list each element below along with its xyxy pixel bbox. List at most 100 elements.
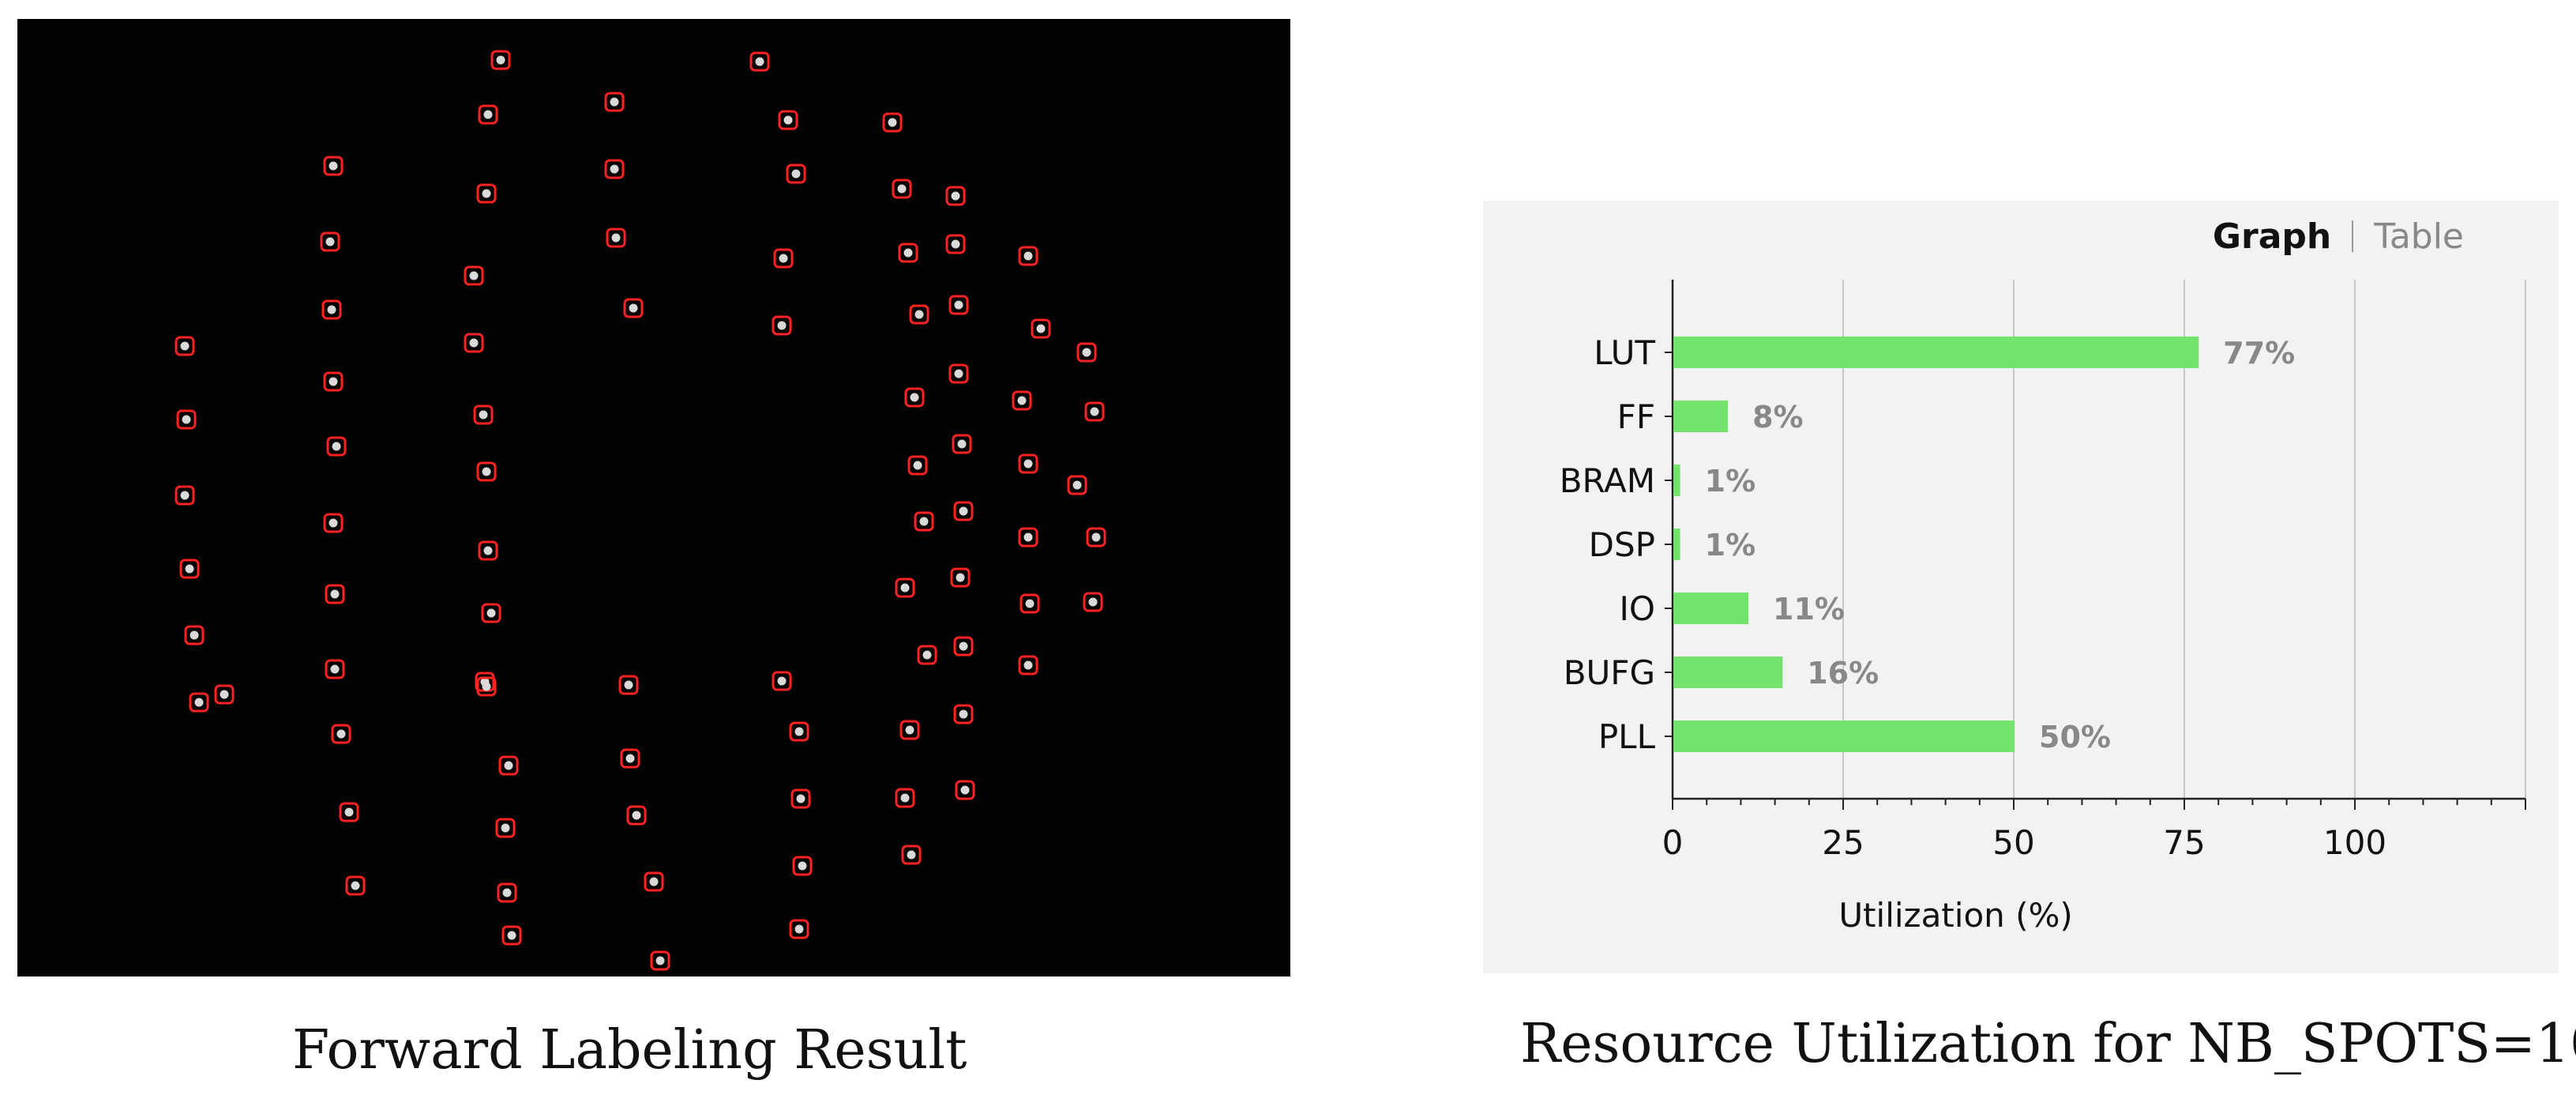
- category-label: BRAM: [1560, 461, 1655, 500]
- labeled-spot: [1031, 318, 1051, 339]
- labeled-spot: [620, 748, 640, 769]
- labeled-spot: [323, 156, 344, 176]
- labeled-spot: [478, 104, 498, 125]
- right-caption: Resource Utilization for NB_SPOTS=100: [1520, 1013, 2576, 1075]
- labeled-spot: [945, 186, 966, 206]
- labeled-spot: [778, 110, 798, 130]
- labeled-spot: [478, 540, 498, 561]
- labeled-spot: [901, 845, 922, 865]
- category-label: LUT: [1594, 333, 1655, 372]
- value-label: 1%: [1705, 464, 1756, 499]
- labeled-spot: [904, 387, 925, 408]
- bar-pll: [1673, 721, 2015, 752]
- labeled-spot: [179, 559, 200, 579]
- labeled-spot: [895, 788, 915, 808]
- bar-lut: [1673, 337, 2199, 368]
- labeled-spot: [326, 436, 347, 457]
- labeled-spot: [950, 567, 971, 588]
- labeled-spot: [189, 692, 209, 713]
- labeled-spot: [626, 805, 647, 826]
- labeled-spot: [953, 704, 974, 724]
- value-label: 50%: [2039, 720, 2111, 754]
- labeled-spot: [175, 336, 195, 356]
- x-tick-label: 100: [2323, 823, 2386, 862]
- labeled-spot: [644, 871, 664, 892]
- labeled-spot: [501, 925, 522, 946]
- x-axis-title: Utilization (%): [1838, 896, 2072, 935]
- labeled-spot: [464, 333, 484, 353]
- labeled-spot: [790, 788, 811, 809]
- value-label: 77%: [2223, 336, 2295, 371]
- utilization-chart-panel: Graph Table 0 25 50 75 100 Utilization (%) LUT…: [1483, 201, 2559, 973]
- labeled-spot: [481, 603, 501, 623]
- labeled-spot: [952, 434, 972, 454]
- category-label: DSP: [1589, 525, 1655, 564]
- labeled-spot: [948, 295, 969, 315]
- labeled-spot: [1067, 475, 1087, 495]
- bar-ff: [1673, 401, 1729, 432]
- labeled-spot: [1018, 655, 1038, 675]
- labeled-spot: [945, 234, 966, 254]
- labeled-spot: [476, 461, 497, 482]
- labeled-spot: [1076, 342, 1097, 363]
- labeled-spot: [914, 511, 934, 532]
- labeled-spot: [1084, 401, 1105, 422]
- labeled-spot: [490, 50, 511, 70]
- x-tick-label: 50: [1992, 823, 2034, 862]
- tab-table[interactable]: Table: [2374, 216, 2464, 257]
- labeled-spot: [476, 676, 497, 697]
- bar-bufg: [1673, 657, 1783, 688]
- labeled-spot: [331, 724, 351, 744]
- labeled-spot: [473, 405, 494, 425]
- labeled-spot: [323, 513, 344, 533]
- labeled-spot: [623, 298, 644, 318]
- labeled-spot: [498, 755, 519, 776]
- labeled-spot: [325, 659, 345, 679]
- labeled-spot: [772, 315, 792, 336]
- labeled-spot: [772, 671, 792, 691]
- category-label: FF: [1617, 397, 1655, 436]
- labeled-spot: [917, 645, 937, 665]
- labeled-spot: [618, 675, 639, 695]
- value-label: 1%: [1705, 528, 1756, 563]
- tab-separator: [2352, 220, 2354, 252]
- labeled-spot: [476, 183, 497, 204]
- labeled-spot: [175, 485, 195, 506]
- labeled-spot: [650, 950, 670, 971]
- labeled-spot: [184, 625, 205, 645]
- labeled-spot: [1012, 390, 1032, 411]
- labeled-spot: [895, 578, 915, 598]
- category-label: IO: [1620, 589, 1655, 628]
- labeled-spot: [786, 164, 806, 184]
- labeled-spot: [773, 248, 794, 269]
- labeled-spot: [953, 636, 974, 657]
- labeled-spot: [899, 720, 920, 740]
- labeled-spot: [789, 721, 809, 742]
- labeled-spot: [320, 231, 340, 252]
- view-tabs: Graph Table: [2213, 213, 2464, 260]
- bar-bram: [1673, 465, 1680, 496]
- labeled-spot: [176, 409, 197, 430]
- labeled-spot: [464, 265, 484, 286]
- labeled-spot: [909, 304, 929, 325]
- labeled-spot: [604, 159, 625, 179]
- labeled-spot: [604, 92, 625, 112]
- bar-io: [1673, 593, 1749, 624]
- tab-graph[interactable]: Graph: [2212, 216, 2332, 257]
- category-label: BUFG: [1564, 653, 1655, 692]
- labeled-spot: [1020, 593, 1040, 614]
- labeled-spot: [1018, 453, 1038, 474]
- utilization-bar-chart: 0 25 50 75 100 Utilization (%) LUT 77% FF 8% BRAM 1…: [1560, 280, 2526, 935]
- labeled-spot: [325, 584, 345, 604]
- labeled-spot: [339, 802, 359, 822]
- labeled-spot: [892, 179, 912, 199]
- left-caption: Forward Labeling Result: [292, 1019, 967, 1082]
- labeled-spot: [495, 818, 516, 838]
- bar-dsp: [1673, 529, 1680, 560]
- labeled-spots-layer: [175, 50, 1106, 971]
- labeled-spot: [321, 299, 342, 320]
- labeled-spot: [948, 363, 969, 384]
- value-label: 11%: [1773, 592, 1845, 627]
- labeled-spot: [953, 501, 974, 521]
- labeled-spot: [1018, 246, 1038, 266]
